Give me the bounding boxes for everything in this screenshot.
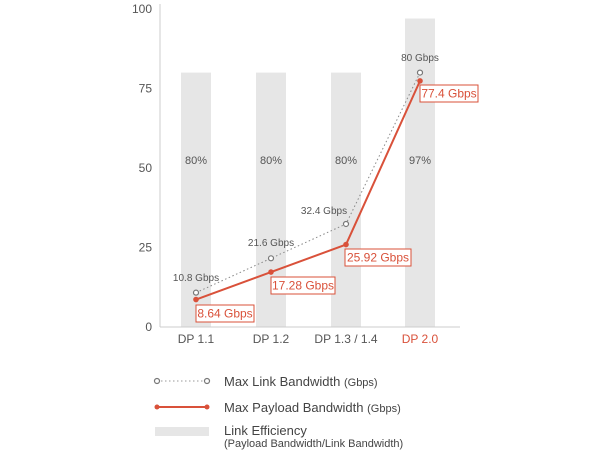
link-bandwidth-point-1 — [267, 255, 275, 262]
y-tick-label-0: 0 — [145, 320, 152, 334]
y-tick-label-4: 100 — [132, 2, 152, 16]
max-link-bandwidth-series: 10.8 Gbps 21.6 Gbps 32.4 Gbps 80 Gbps — [173, 53, 439, 296]
efficiency-bar-2 — [331, 72, 361, 327]
link-bandwidth-label-2: 32.4 Gbps — [301, 206, 347, 217]
link-bandwidth-label-1: 21.6 Gbps — [248, 238, 294, 249]
payload-bandwidth-label-1: 17.28 Gbps — [272, 279, 334, 293]
payload-bandwidth-label-box-1 — [270, 276, 336, 295]
y-tick-label-2: 50 — [139, 161, 153, 175]
y-tick-label-3: 75 — [139, 82, 153, 96]
x-tick-label-1: DP 1.2 — [253, 332, 290, 346]
payload-bandwidth-label-box-3 — [419, 84, 479, 103]
payload-bandwidth-label-2: 25.92 Gbps — [347, 251, 409, 265]
payload-bandwidth-line — [195, 80, 421, 301]
y-axis: 0 25 50 75 100 — [132, 2, 161, 334]
link-bandwidth-point-3 — [416, 69, 424, 76]
payload-bandwidth-point-0 — [193, 296, 199, 303]
link-bandwidth-point-0 — [192, 289, 200, 296]
max-payload-bandwidth-series: 8.64 Gbps 17.28 Gbps 25.92 Gbps 77.4 Gbps — [193, 78, 479, 323]
payload-bandwidth-label-3: 77.4 Gbps — [421, 87, 476, 101]
efficiency-bar-3 — [405, 18, 435, 327]
payload-bandwidth-label-box-0 — [195, 304, 255, 323]
efficiency-bar-0 — [181, 72, 211, 327]
payload-bandwidth-label-box-2 — [344, 248, 412, 267]
x-tick-label-2: DP 1.3 / 1.4 — [314, 332, 377, 346]
x-tick-label-0: DP 1.1 — [178, 332, 215, 346]
payload-bandwidth-label-0: 8.64 Gbps — [197, 307, 252, 321]
link-bandwidth-line — [195, 72, 421, 294]
efficiency-label-2: 80% — [335, 155, 357, 167]
efficiency-label-3: 97% — [409, 155, 431, 167]
x-axis: DP 1.1 DP 1.2 DP 1.3 / 1.4 DP 2.0 — [160, 326, 460, 346]
payload-bandwidth-point-3 — [417, 78, 423, 84]
link-bandwidth-label-0: 10.8 Gbps — [173, 273, 219, 284]
payload-bandwidth-point-1 — [268, 269, 274, 275]
efficiency-label-0: 80% — [185, 155, 207, 167]
efficiency-label-1: 80% — [260, 155, 282, 167]
x-tick-label-3: DP 2.0 — [402, 332, 439, 346]
y-tick-label-1: 25 — [139, 241, 153, 255]
link-bandwidth-point-2 — [342, 220, 350, 228]
link-bandwidth-label-3: 80 Gbps — [401, 53, 439, 64]
payload-bandwidth-point-2 — [343, 241, 349, 248]
